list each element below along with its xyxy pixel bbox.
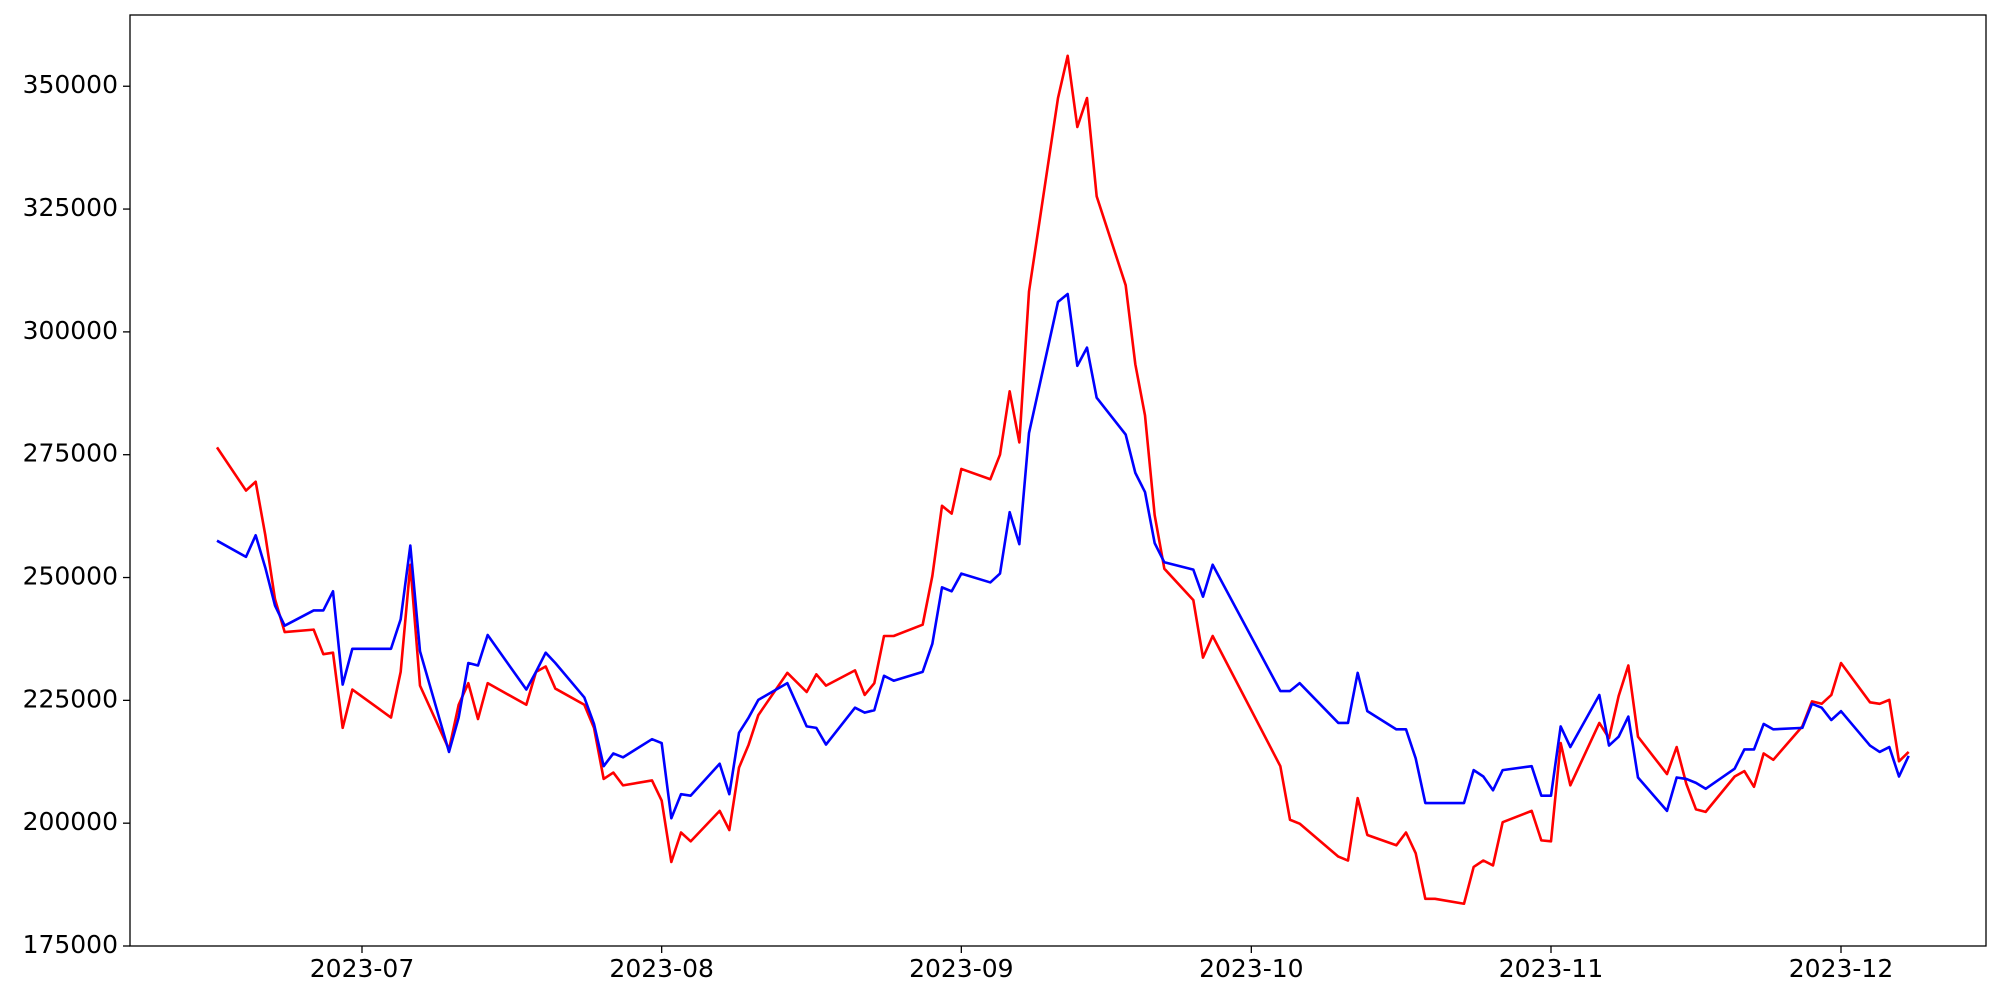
y-tick-label: 250000	[23, 562, 118, 591]
x-tick-label: 2023-11	[1499, 954, 1603, 983]
series-line	[216, 292, 1910, 820]
y-tick-label: 275000	[23, 439, 118, 468]
y-tick-label: 175000	[23, 930, 118, 959]
y-tick-label: 350000	[23, 70, 118, 99]
plot-frame	[129, 14, 1987, 947]
x-tick-label: 2023-08	[609, 954, 713, 983]
y-tick-label: 325000	[23, 193, 118, 222]
y-tick-label: 225000	[23, 684, 118, 713]
x-tick-label: 2023-09	[909, 954, 1013, 983]
y-tick-label: 200000	[23, 807, 118, 836]
series-line	[215, 54, 1910, 906]
y-tick-label: 300000	[23, 316, 118, 345]
x-tick-label: 2023-10	[1199, 954, 1303, 983]
x-tick-label: 2023-07	[310, 954, 414, 983]
x-tick-label: 2023-12	[1789, 954, 1893, 983]
